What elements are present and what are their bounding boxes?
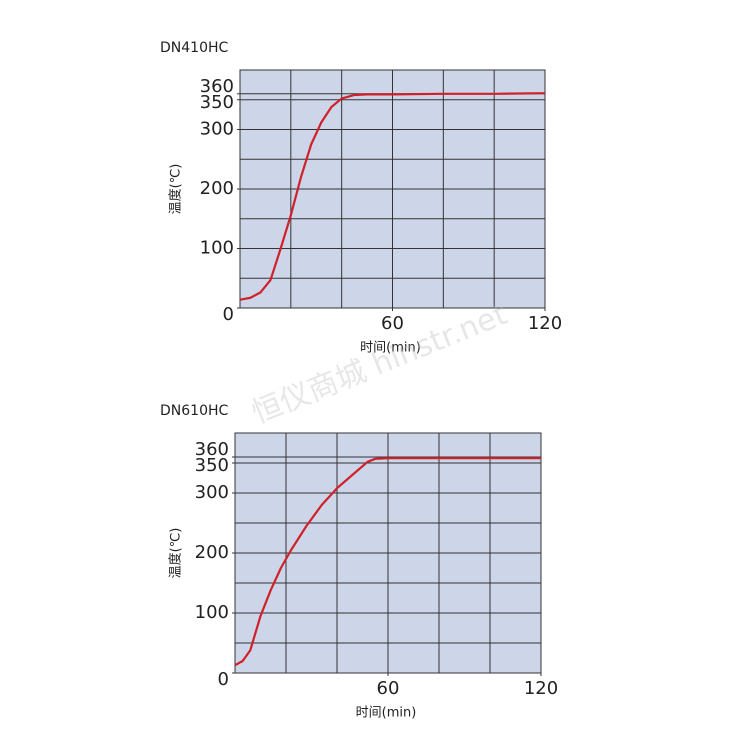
y-tick-label: 100 (195, 602, 229, 623)
watermark: 恒仪商城 hinstr.net (247, 297, 512, 431)
y-tick-label: 0 (223, 304, 234, 325)
y-axis-label: 温度(℃) (168, 164, 184, 215)
x-tick-label: 60 (381, 313, 404, 334)
y-tick-label: 200 (200, 178, 234, 199)
y-tick-label: 0 (218, 669, 229, 690)
y-tick-label: 200 (195, 542, 229, 563)
y-tick-label: 360 (200, 76, 234, 97)
x-tick-label: 120 (524, 678, 558, 699)
line (239, 92, 546, 301)
y-tick-label: 100 (200, 238, 234, 259)
x-axis-label: 时间(min) (360, 341, 421, 356)
y-tick-label: 350 (195, 455, 229, 476)
y-tick-label: 300 (195, 482, 229, 503)
x-tick-label: 120 (528, 313, 562, 334)
y-axis-label: 温度(℃) (168, 528, 184, 579)
x-tick-label: 60 (377, 678, 400, 699)
x-axis-label: 时间(min) (356, 706, 417, 721)
y-tick-label: 350 (200, 92, 234, 113)
y-tick-label: 360 (195, 439, 229, 460)
y-tick-label: 300 (200, 119, 234, 140)
chart-title: DN410HC (160, 40, 229, 56)
line (234, 457, 541, 667)
chart-title: DN610HC (160, 403, 229, 419)
